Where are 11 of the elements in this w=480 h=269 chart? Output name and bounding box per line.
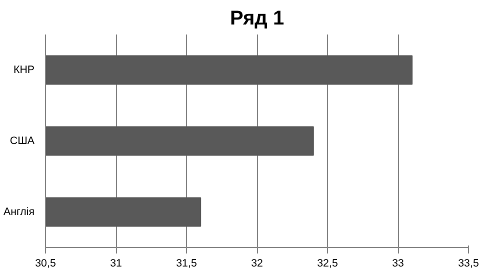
x-tick-label: 32,5 <box>317 258 338 269</box>
chart-title: Ряд 1 <box>230 8 284 30</box>
x-tick-label: 33 <box>392 258 404 269</box>
x-tick-label: 32 <box>251 258 263 269</box>
x-tick-label: 31 <box>110 258 122 269</box>
y-tick-label: Англія <box>4 206 35 218</box>
x-tick-label: 31,5 <box>176 258 197 269</box>
x-tick-label: 30,5 <box>35 258 56 269</box>
y-tick-label: США <box>10 135 36 147</box>
x-tick-label: 33,5 <box>458 258 479 269</box>
y-tick-label: КНР <box>13 64 35 76</box>
